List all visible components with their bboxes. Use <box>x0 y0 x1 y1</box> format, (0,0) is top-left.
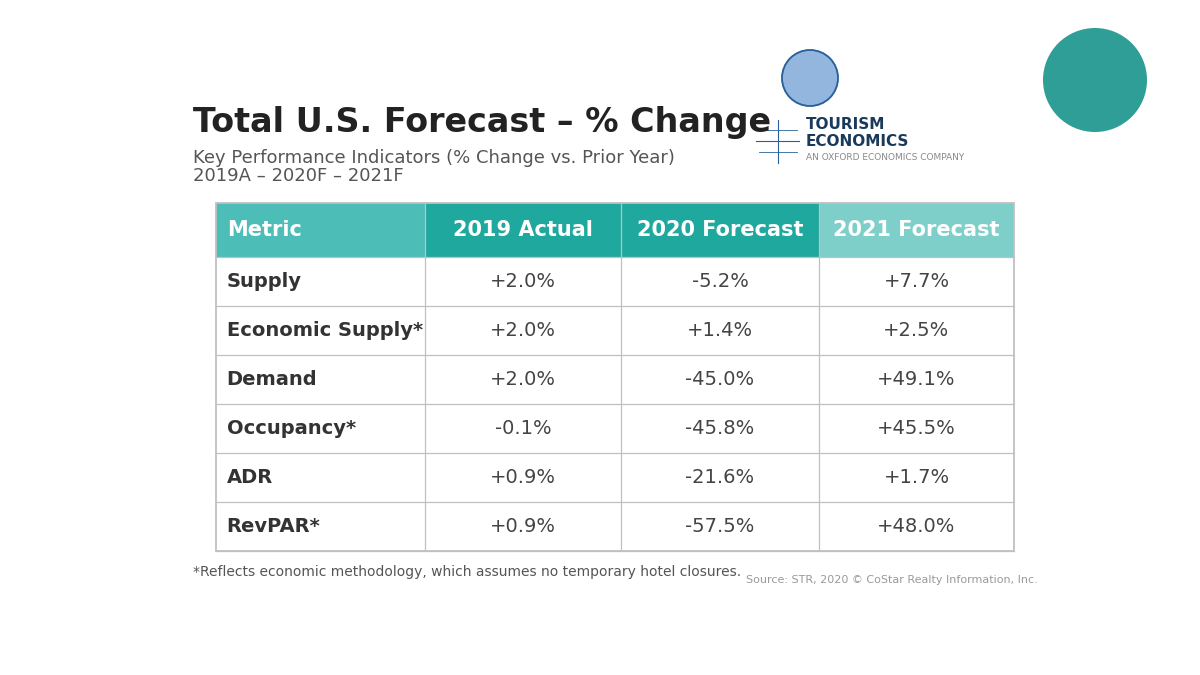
Text: ADR: ADR <box>227 468 272 487</box>
Text: +1.4%: +1.4% <box>686 321 754 340</box>
Bar <box>622 502 818 551</box>
Text: +2.5%: +2.5% <box>883 321 949 340</box>
Text: -5.2%: -5.2% <box>691 271 749 290</box>
Text: +45.5%: +45.5% <box>877 418 956 437</box>
Text: Demand: Demand <box>227 370 317 389</box>
Bar <box>818 453 1014 502</box>
Bar <box>622 202 818 256</box>
Bar <box>818 256 1014 306</box>
Bar <box>216 202 1014 551</box>
Text: +2.0%: +2.0% <box>490 321 556 340</box>
Text: -57.5%: -57.5% <box>685 516 755 536</box>
Text: Economic Supply*: Economic Supply* <box>227 321 422 340</box>
Bar <box>216 306 425 354</box>
Text: Source: STR, 2020 © CoStar Realty Information, Inc.: Source: STR, 2020 © CoStar Realty Inform… <box>745 575 1037 585</box>
Bar <box>622 354 818 404</box>
Text: Total U.S. Forecast – % Change: Total U.S. Forecast – % Change <box>193 107 770 140</box>
Bar <box>818 354 1014 404</box>
Text: +0.9%: +0.9% <box>490 468 556 487</box>
Bar <box>622 306 818 354</box>
Bar <box>818 502 1014 551</box>
Text: RevPAR*: RevPAR* <box>227 516 320 536</box>
Text: Occupancy*: Occupancy* <box>227 418 356 437</box>
Text: +48.0%: +48.0% <box>877 516 955 536</box>
Bar <box>622 256 818 306</box>
Text: Supply: Supply <box>227 271 301 290</box>
Text: str: str <box>977 125 1020 153</box>
Bar <box>216 453 425 502</box>
Bar <box>216 256 425 306</box>
Bar <box>622 453 818 502</box>
Text: TOURISM
ECONOMICS: TOURISM ECONOMICS <box>805 117 910 149</box>
Text: 2021 Forecast: 2021 Forecast <box>833 219 1000 240</box>
Bar <box>425 502 622 551</box>
Bar <box>425 202 622 256</box>
Text: 2019 Actual: 2019 Actual <box>454 219 593 240</box>
Bar <box>818 306 1014 354</box>
Bar <box>216 202 425 256</box>
Text: *Reflects economic methodology, which assumes no temporary hotel closures.: *Reflects economic methodology, which as… <box>193 564 740 578</box>
Bar <box>216 502 425 551</box>
Bar <box>425 404 622 453</box>
Bar <box>216 354 425 404</box>
Bar <box>818 404 1014 453</box>
Text: -21.6%: -21.6% <box>685 468 755 487</box>
Bar <box>818 202 1014 256</box>
Text: +2.0%: +2.0% <box>490 271 556 290</box>
Text: -0.1%: -0.1% <box>494 418 552 437</box>
Text: +1.7%: +1.7% <box>883 468 949 487</box>
Bar <box>425 354 622 404</box>
Text: 2020 Forecast: 2020 Forecast <box>637 219 803 240</box>
Text: Metric: Metric <box>227 219 301 240</box>
Text: +2.0%: +2.0% <box>490 370 556 389</box>
Text: +0.9%: +0.9% <box>490 516 556 536</box>
Bar <box>425 256 622 306</box>
Bar <box>425 306 622 354</box>
Bar <box>425 453 622 502</box>
Text: -45.8%: -45.8% <box>685 418 755 437</box>
Text: 2019A – 2020F – 2021F: 2019A – 2020F – 2021F <box>193 167 403 185</box>
Bar <box>622 404 818 453</box>
Text: +49.1%: +49.1% <box>877 370 955 389</box>
Text: -45.0%: -45.0% <box>685 370 755 389</box>
Text: Key Performance Indicators (% Change vs. Prior Year): Key Performance Indicators (% Change vs.… <box>193 148 674 167</box>
Bar <box>216 404 425 453</box>
Text: AN OXFORD ECONOMICS COMPANY: AN OXFORD ECONOMICS COMPANY <box>805 153 964 163</box>
Text: +7.7%: +7.7% <box>883 271 949 290</box>
